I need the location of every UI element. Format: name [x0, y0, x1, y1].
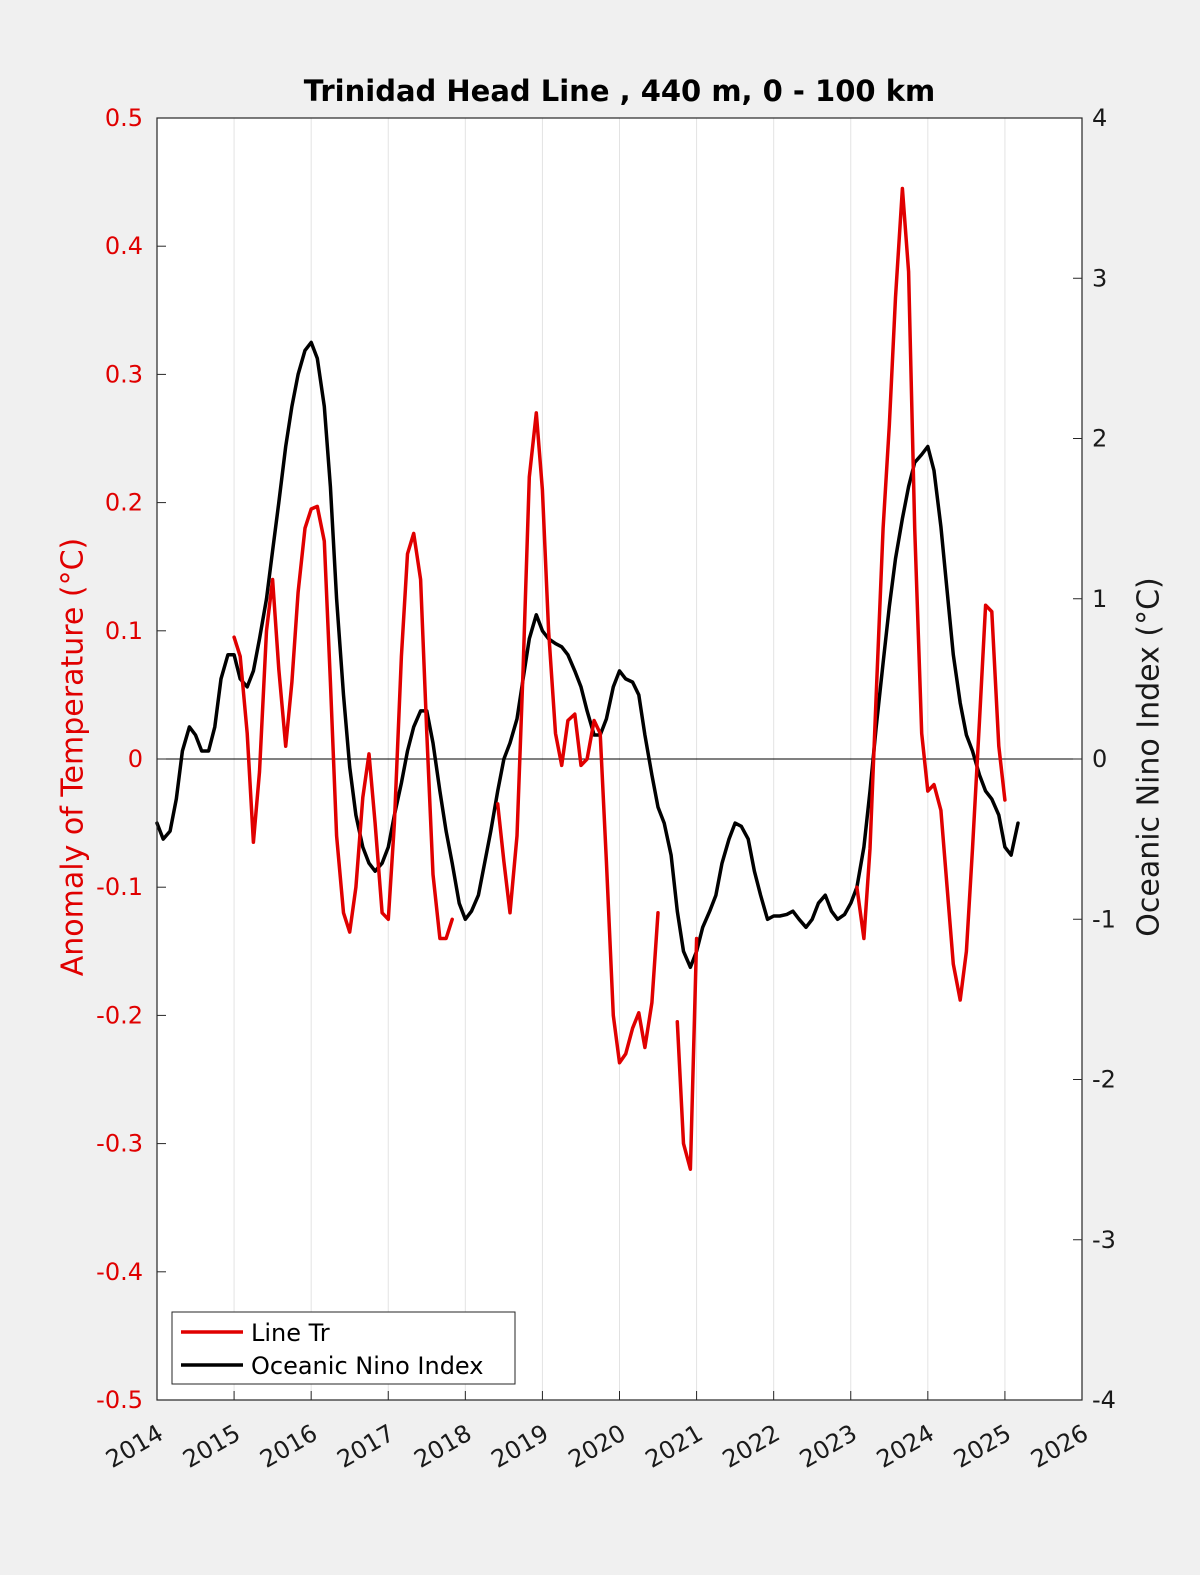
left-tick-label: -0.4: [96, 1258, 143, 1286]
line-tr-series-segment: [495, 411, 660, 1065]
left-tick-label: -0.5: [96, 1386, 143, 1414]
right-tick-label: -4: [1092, 1386, 1116, 1414]
line-tr-series-segment: [855, 186, 1007, 1002]
left-tick-label: 0: [128, 745, 143, 773]
right-tick-label: 3: [1092, 264, 1107, 292]
left-tick-label: 0.3: [105, 360, 143, 388]
chart-title: Trinidad Head Line , 440 m, 0 - 100 km: [304, 74, 935, 108]
left-axis-tick-labels: 0.5 0.4 0.3 0.2 0.1 0 -0.1 -0.2 -0.3 -0.4 -0.5: [96, 104, 143, 1414]
right-axis-label: Oceanic Nino Index (°C): [1132, 577, 1167, 937]
right-tick-label: 1: [1092, 585, 1107, 613]
series-lines: [155, 186, 1020, 1171]
left-tick-label: 0.5: [105, 104, 143, 132]
right-axis-tick-labels: 4 3 2 1 0 -1 -2 -3 -4: [1092, 104, 1116, 1414]
left-tick-label: -0.1: [96, 873, 143, 901]
line-tr-series-segment: [232, 504, 454, 941]
axis-ticks: [156, 117, 1083, 1401]
left-tick-label: 0.1: [105, 617, 143, 645]
line-tr-series-segment: [675, 936, 699, 1171]
right-tick-label: -2: [1092, 1066, 1116, 1094]
legend-label-oni: Oceanic Nino Index: [251, 1352, 483, 1380]
right-tick-label: 4: [1092, 104, 1107, 132]
left-tick-label: -0.2: [96, 1001, 143, 1029]
legend-box: [171, 1311, 516, 1385]
legend-label-line-tr: Line Tr: [251, 1319, 330, 1347]
right-tick-label: 0: [1092, 745, 1107, 773]
right-tick-label: -3: [1092, 1226, 1116, 1254]
left-axis-label: Anomaly of Temperature (°C): [56, 538, 91, 977]
left-tick-label: 0.2: [105, 489, 143, 517]
left-tick-label: -0.3: [96, 1130, 143, 1158]
left-tick-label: 0.4: [105, 232, 143, 260]
right-tick-label: -1: [1092, 905, 1116, 933]
right-tick-label: 2: [1092, 425, 1107, 453]
legend: Line Tr Oceanic Nino Index: [171, 1311, 516, 1385]
